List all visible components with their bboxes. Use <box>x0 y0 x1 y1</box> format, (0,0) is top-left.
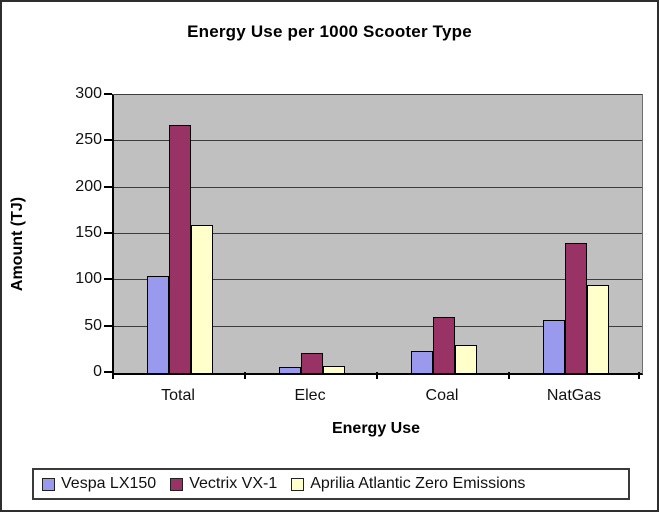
y-tick-label-150: 150 <box>75 224 102 241</box>
x-category-label-total: Total <box>161 387 195 404</box>
bar-group-natgas <box>510 95 642 373</box>
y-tick-mark-300 <box>104 93 112 95</box>
gridline-300 <box>114 94 642 95</box>
y-tick-mark-250 <box>104 139 112 142</box>
y-tick-label-100: 100 <box>75 270 102 288</box>
gridline-150 <box>114 233 642 234</box>
bar-vectrix-vx-1-natgas <box>565 243 587 373</box>
legend-swatch-icon <box>170 477 184 491</box>
y-tick-label-50: 50 <box>84 316 102 334</box>
bar-vespa-lx150-natgas <box>543 320 565 373</box>
y-tick-mark-100 <box>104 278 112 281</box>
bar-vespa-lx150-coal <box>411 350 433 373</box>
bar-aprilia-atlantic-zero-emissions-coal <box>455 345 477 373</box>
chart-title: Energy Use per 1000 Scooter Type <box>187 22 472 41</box>
y-tick-label-200: 200 <box>75 177 102 195</box>
y-axis-title: Amount (TJ) <box>9 196 26 292</box>
bar-aprilia-atlantic-zero-emissions-elec <box>323 365 345 373</box>
x-axis-title: Energy Use <box>331 420 421 437</box>
bar-aprilia-atlantic-zero-emissions-total <box>191 224 213 373</box>
gridline-250 <box>114 140 642 142</box>
legend-swatch-icon <box>291 477 305 491</box>
bar-vectrix-vx-1-total <box>169 124 191 373</box>
x-category-label-coal: Coal <box>425 387 459 404</box>
x-tick-mark-3 <box>508 372 510 379</box>
x-category-label-elec: Elec <box>294 387 326 404</box>
bar-group-coal <box>378 95 510 373</box>
gridline-200 <box>114 186 642 188</box>
legend-item-vectrix-vx-1: Vectrix VX-1 <box>170 475 277 493</box>
y-tick-label-0: 0 <box>93 363 102 380</box>
legend-item-aprilia-atlantic-zero-emissions: Aprilia Atlantic Zero Emissions <box>291 475 525 493</box>
bar-group-total <box>114 95 246 373</box>
y-tick-label-300: 300 <box>75 85 102 102</box>
x-tick-mark-4 <box>638 372 640 379</box>
legend-label: Vectrix VX-1 <box>189 475 278 492</box>
bar-vespa-lx150-total <box>147 275 169 373</box>
bar-group-elec <box>246 95 378 373</box>
bar-aprilia-atlantic-zero-emissions-natgas <box>587 284 609 373</box>
x-tick-mark-0 <box>112 372 114 379</box>
legend-swatch-icon <box>42 477 55 491</box>
legend-label: Aprilia Atlantic Zero Emissions <box>310 475 526 492</box>
gridline-100 <box>114 279 642 281</box>
bar-vectrix-vx-1-coal <box>433 317 455 373</box>
legend-label: Vespa LX150 <box>61 475 157 492</box>
legend: Vespa LX150 Vectrix VX-1 Aprilia Atlantic … <box>32 468 630 500</box>
y-tick-mark-0 <box>104 371 112 373</box>
x-tick-mark-1 <box>244 372 246 379</box>
x-category-label-natgas: NatGas <box>546 387 602 404</box>
gridline-50 <box>114 325 642 327</box>
plot-area <box>112 94 643 375</box>
y-tick-mark-200 <box>104 185 112 188</box>
x-tick-mark-2 <box>376 372 378 379</box>
bar-vespa-lx150-elec <box>279 367 301 373</box>
y-tick-label-250: 250 <box>75 131 102 149</box>
legend-item-vespa-lx150: Vespa LX150 <box>42 475 156 493</box>
y-tick-mark-50 <box>104 324 112 327</box>
y-tick-mark-150 <box>104 232 112 234</box>
bar-vectrix-vx-1-elec <box>301 352 323 373</box>
